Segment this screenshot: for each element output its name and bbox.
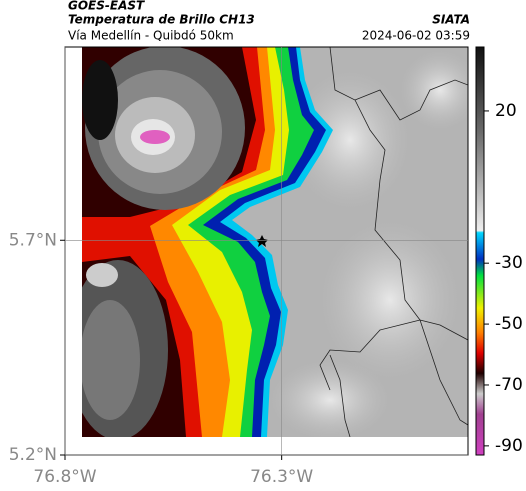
colorbar — [475, 46, 485, 456]
y-tick-label: 5.7°N — [9, 230, 57, 250]
colorbar-tick-label: -90 — [495, 436, 523, 456]
colorbar-tick-label: -70 — [495, 375, 523, 395]
datetime: 2024-06-02 03:59 — [362, 29, 470, 43]
colorbar-tick-label: -50 — [495, 314, 523, 334]
colorbar-tick-label: 20 — [495, 101, 517, 121]
source: GOES-EAST — [68, 0, 145, 13]
region: Vía Medellín - Quibdó 50km — [68, 29, 234, 43]
satellite-image — [82, 47, 468, 437]
agency: SIATA — [432, 13, 470, 27]
colorbar-tick-label: -30 — [495, 253, 523, 273]
x-tick-label: 76.8°W — [33, 467, 96, 487]
product: Temperatura de Brillo CH13 — [68, 13, 255, 27]
x-tick-label: 76.3°W — [250, 467, 313, 487]
y-tick-label: 5.2°N — [9, 445, 57, 465]
